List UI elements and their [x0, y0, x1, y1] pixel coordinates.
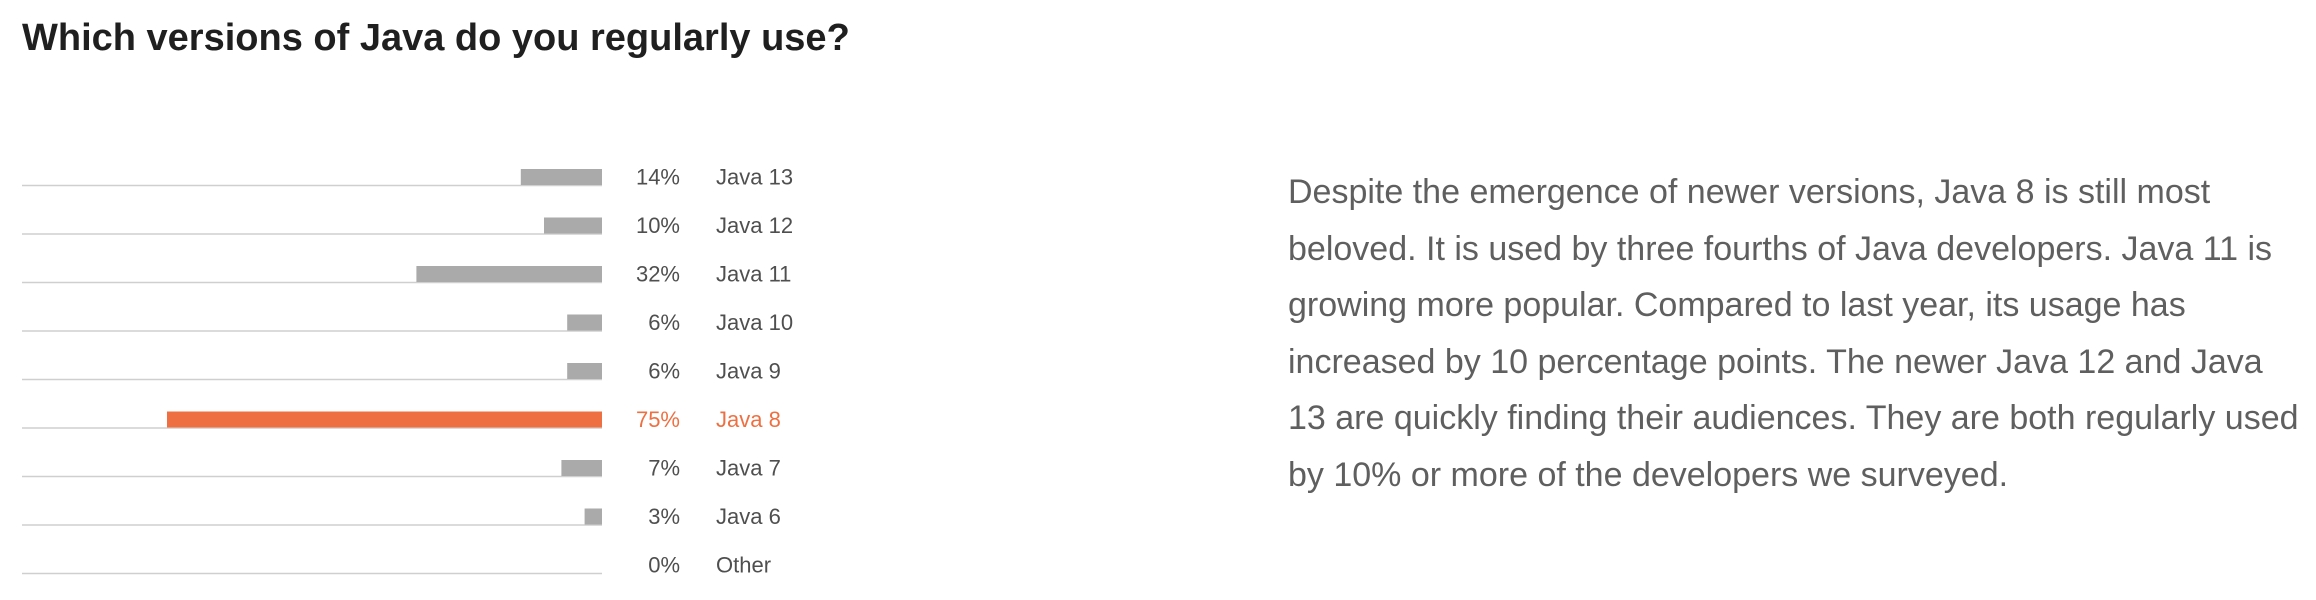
bar-java-13: [520, 169, 602, 185]
category-label-java-6: Java 6: [716, 504, 781, 529]
bar-chart-svg: 14% Java 13 10% Java 12 32% Java 11 6% Java 10 6…: [22, 165, 793, 578]
category-label-java-8: Java 8: [716, 407, 781, 432]
bar-java-10: [567, 314, 602, 331]
bar-java-7: [561, 460, 602, 476]
bar-java-6: [584, 508, 602, 525]
value-label-java-6: 3%: [648, 504, 680, 529]
category-label-java-10: Java 10: [716, 310, 793, 335]
bar-java-11: [416, 266, 602, 282]
category-label-java-12: Java 12: [716, 213, 793, 238]
category-label-java-7: Java 7: [716, 456, 781, 481]
chart-title: Which versions of Java do you regularly …: [22, 17, 850, 59]
value-label-java-9: 6%: [648, 359, 680, 384]
category-label-java-9: Java 9: [716, 359, 781, 384]
bar-java-9: [567, 363, 602, 379]
bar-chart: 14% Java 13 10% Java 12 32% Java 11 6% Java 10 6…: [0, 140, 1000, 580]
value-label-java-7: 7%: [648, 456, 680, 481]
description-text: Despite the emergence of newer versions,…: [1288, 173, 2299, 494]
bar-java-8: [167, 411, 602, 428]
category-label-java-13: Java 13: [716, 165, 793, 190]
category-label-other: Other: [716, 553, 771, 578]
value-label-java-13: 14%: [636, 165, 680, 190]
value-label-java-11: 32%: [636, 262, 680, 287]
value-label-java-10: 6%: [648, 310, 680, 335]
value-label-java-8: 75%: [636, 407, 680, 432]
category-label-java-11: Java 11: [716, 262, 791, 287]
value-label-java-12: 10%: [636, 213, 680, 238]
bar-java-12: [544, 217, 602, 234]
value-label-other: 0%: [648, 553, 680, 578]
